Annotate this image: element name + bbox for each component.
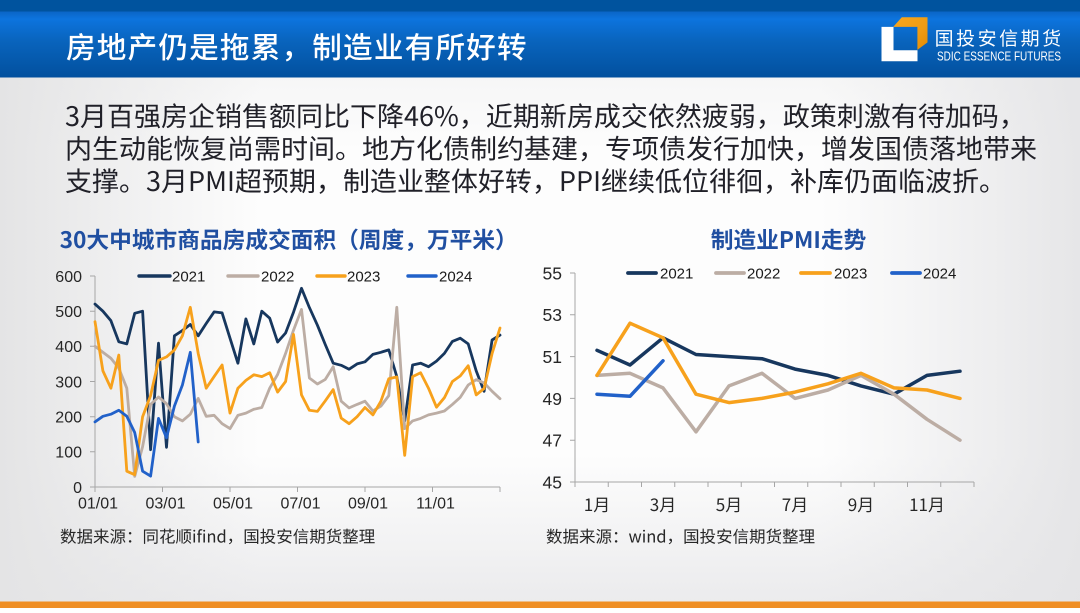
svg-text:200: 200 [55, 410, 82, 427]
svg-text:2022: 2022 [747, 266, 780, 283]
svg-text:500: 500 [55, 304, 82, 321]
svg-text:51: 51 [543, 347, 562, 367]
svg-text:2022: 2022 [261, 269, 294, 286]
svg-text:05/01: 05/01 [213, 496, 253, 513]
svg-text:2024: 2024 [923, 266, 956, 283]
svg-text:09/01: 09/01 [348, 496, 388, 513]
svg-text:55: 55 [543, 263, 562, 283]
svg-text:45: 45 [543, 472, 562, 492]
svg-text:01/01: 01/01 [78, 496, 118, 513]
svg-text:100: 100 [55, 445, 82, 462]
svg-text:300: 300 [55, 374, 82, 391]
svg-text:2024: 2024 [439, 269, 472, 286]
svg-text:2021: 2021 [660, 266, 693, 283]
svg-text:2021: 2021 [172, 269, 205, 286]
svg-text:03/01: 03/01 [145, 496, 185, 513]
svg-text:400: 400 [55, 339, 82, 356]
svg-text:0: 0 [73, 480, 82, 497]
svg-text:07/01: 07/01 [280, 496, 320, 513]
svg-text:600: 600 [55, 269, 82, 286]
svg-text:53: 53 [543, 305, 562, 325]
svg-text:11/01: 11/01 [416, 496, 455, 513]
svg-text:47: 47 [543, 431, 562, 451]
svg-text:SDIC ESSENCE FUTURES: SDIC ESSENCE FUTURES [937, 48, 1061, 63]
svg-text:2023: 2023 [347, 269, 380, 286]
svg-text:2023: 2023 [834, 266, 867, 283]
svg-text:49: 49 [543, 389, 562, 409]
